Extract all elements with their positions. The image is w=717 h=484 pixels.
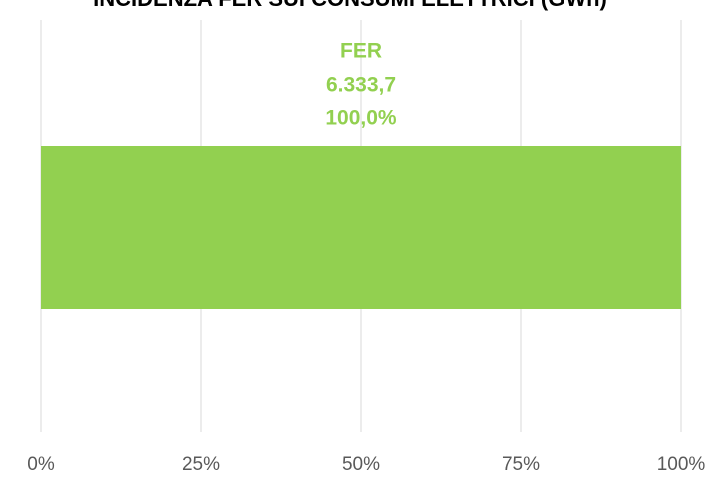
value-label: 100,0%	[325, 107, 397, 130]
series-label: FER	[340, 40, 382, 63]
amount-label: 6.333,7	[326, 74, 396, 97]
chart-title: INCIDENZA FER SUI CONSUMI ELETTRICI (GWh…	[93, 0, 607, 11]
x-tick-label: 100%	[657, 454, 706, 475]
x-tick-label: 0%	[27, 454, 55, 475]
x-tick-label: 50%	[342, 454, 380, 475]
x-tick-label: 25%	[182, 454, 220, 475]
bar-segment	[41, 146, 681, 309]
x-tick-label: 75%	[502, 454, 540, 475]
